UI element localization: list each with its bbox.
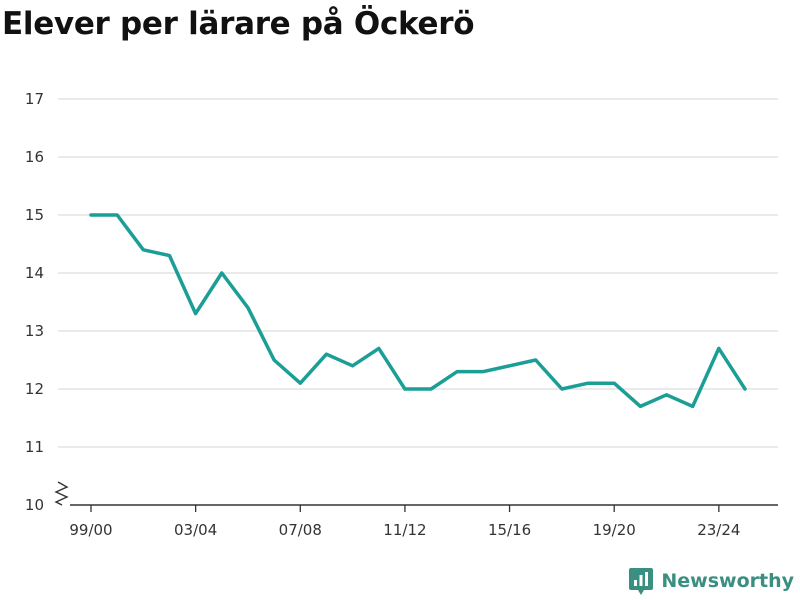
x-tick-label: 11/12 bbox=[383, 521, 426, 539]
y-tick-label: 15 bbox=[25, 206, 44, 224]
x-tick-label: 15/16 bbox=[488, 521, 531, 539]
x-tick-label: 19/20 bbox=[593, 521, 636, 539]
x-tick-label: 07/08 bbox=[279, 521, 322, 539]
y-tick-label: 17 bbox=[25, 90, 44, 108]
y-tick-label: 12 bbox=[25, 380, 44, 398]
chart-title: Elever per lärare på Öckerö bbox=[2, 6, 475, 42]
brand-name: Newsworthy bbox=[661, 570, 794, 592]
x-tick-label: 23/24 bbox=[697, 521, 740, 539]
y-tick-label: 16 bbox=[25, 148, 44, 166]
line-chart: 10 11 12 13 14 15 16 17 99/00 03/04 07/08 11/12 15/… bbox=[25, 90, 778, 539]
newsworthy-logo-icon bbox=[629, 568, 654, 595]
x-axis: 99/00 03/04 07/08 11/12 15/16 19/20 23/24 bbox=[54, 481, 778, 539]
series-layer bbox=[89, 213, 747, 409]
y-tick-label: 13 bbox=[25, 322, 44, 340]
axis-break-marker bbox=[54, 481, 69, 506]
series-line bbox=[89, 213, 747, 409]
y-axis: 10 11 12 13 14 15 16 17 bbox=[25, 90, 44, 514]
x-tick-label: 03/04 bbox=[174, 521, 217, 539]
y-tick-label: 11 bbox=[25, 438, 44, 456]
brand-logo: Newsworthy bbox=[628, 566, 794, 596]
y-tick-label: 10 bbox=[25, 496, 44, 514]
y-tick-label: 14 bbox=[25, 264, 44, 282]
x-tick-label: 99/00 bbox=[69, 521, 112, 539]
